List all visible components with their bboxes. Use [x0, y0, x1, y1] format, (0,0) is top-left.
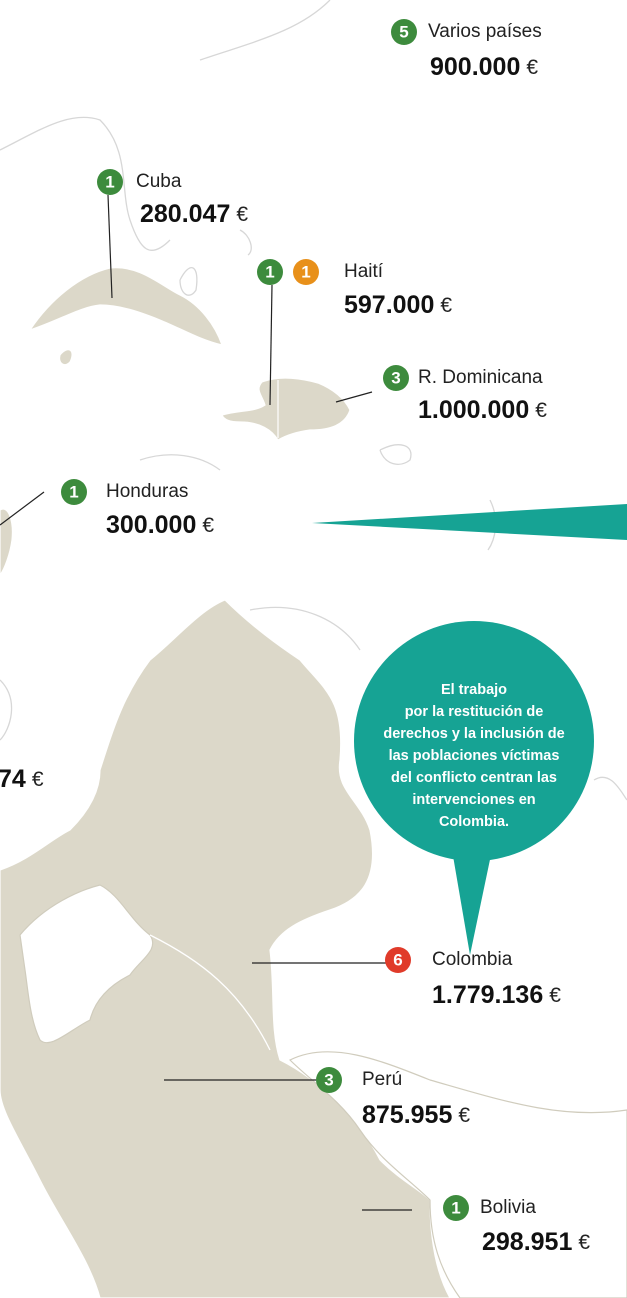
- region-name: Cuba: [136, 171, 182, 192]
- region-name: Bolivia: [480, 1197, 536, 1218]
- amount-value: 280.047: [140, 200, 230, 228]
- region-amount: 300.000 €: [106, 511, 214, 539]
- leader-line: [107, 194, 113, 299]
- badge-count: 3: [391, 368, 400, 387]
- leader-line: [269, 284, 273, 406]
- callout-line: del conflicto centran las: [391, 770, 557, 786]
- badge-count: 1: [301, 262, 310, 281]
- island: [59, 349, 73, 366]
- region-amount: 597.000 €: [344, 291, 452, 319]
- hispaniola: [221, 377, 351, 441]
- region-amount: 875.955 €: [362, 1101, 470, 1129]
- region-amount: 900.000 €: [430, 53, 538, 81]
- amount-value: 300.000: [106, 511, 196, 539]
- amount-value: 298.951: [482, 1228, 572, 1256]
- coastline: [0, 116, 171, 252]
- coastline: [0, 679, 13, 741]
- badge: [391, 19, 417, 45]
- coastline: [249, 606, 361, 651]
- currency: €: [32, 768, 44, 791]
- labels: 5 Varios países 900.000 €1 Cuba 280.047 €1 1 Hai…: [0, 19, 590, 1256]
- callout-line: las poblaciones víctimas: [389, 748, 560, 764]
- badge: [316, 1067, 342, 1093]
- border: [149, 934, 271, 1051]
- amount-value: 1.000.000: [418, 396, 529, 424]
- currency: €: [549, 984, 561, 1007]
- callout-line: El trabajo: [441, 682, 507, 698]
- coastline: [179, 267, 198, 296]
- region-name: R. Dominicana: [418, 367, 543, 388]
- brazil: [288, 1051, 627, 1298]
- central-america: [0, 508, 13, 576]
- badge-count: 3: [324, 1070, 333, 1089]
- amount-value: 597.000: [344, 291, 434, 319]
- callout-tail: [452, 850, 492, 955]
- region-name: Perú: [362, 1069, 402, 1090]
- badge: [385, 947, 411, 973]
- amount-value: 1.779.136: [432, 981, 543, 1009]
- badge: [383, 365, 409, 391]
- region-name: Honduras: [106, 481, 188, 502]
- badge-count: 1: [105, 172, 114, 191]
- badge: [61, 479, 87, 505]
- currency: €: [236, 203, 248, 226]
- callout-line: intervenciones en: [412, 792, 535, 808]
- region-amount: 1.779.136 €: [432, 981, 561, 1009]
- badge: [97, 169, 123, 195]
- amount-value: 900.000: [430, 53, 520, 81]
- callout-line: derechos y la inclusión de: [383, 726, 564, 742]
- region-name: Varios países: [428, 21, 542, 42]
- region-name: Colombia: [432, 949, 513, 970]
- leader-line: [0, 491, 45, 526]
- region-amount: 298.951 €: [482, 1228, 590, 1256]
- callout-line: Colombia.: [439, 814, 509, 830]
- badge: [257, 259, 283, 285]
- partial-amount: 74 €: [0, 765, 44, 793]
- coastline: [239, 229, 252, 256]
- currency: €: [458, 1104, 470, 1127]
- region-amount: 280.047 €: [140, 200, 248, 228]
- currency: €: [535, 399, 547, 422]
- badge-count: 1: [69, 482, 78, 501]
- callout-bubble: [354, 621, 594, 861]
- region-amount: 1.000.000 €: [418, 396, 547, 424]
- ecuador: [19, 884, 154, 1044]
- amount-value: 74: [0, 765, 26, 793]
- leader-line: [335, 391, 373, 403]
- cuba: [28, 267, 223, 346]
- region-name: Haití: [344, 261, 384, 282]
- badge-count: 1: [451, 1198, 460, 1217]
- currency: €: [578, 1231, 590, 1254]
- currency: €: [440, 294, 452, 317]
- callout-line: por la restitución de: [405, 704, 544, 720]
- coastline: [199, 0, 331, 61]
- badge: [293, 259, 319, 285]
- coastline: [379, 444, 412, 465]
- badge-count: 5: [399, 22, 408, 41]
- badge-count: 1: [265, 262, 274, 281]
- badge-count: 6: [393, 950, 402, 969]
- coastline: [139, 454, 221, 471]
- coastline: [593, 776, 627, 801]
- currency: €: [526, 56, 538, 79]
- currency: €: [202, 514, 214, 537]
- amount-value: 875.955: [362, 1101, 452, 1129]
- wedge: [312, 504, 627, 540]
- badge: [443, 1195, 469, 1221]
